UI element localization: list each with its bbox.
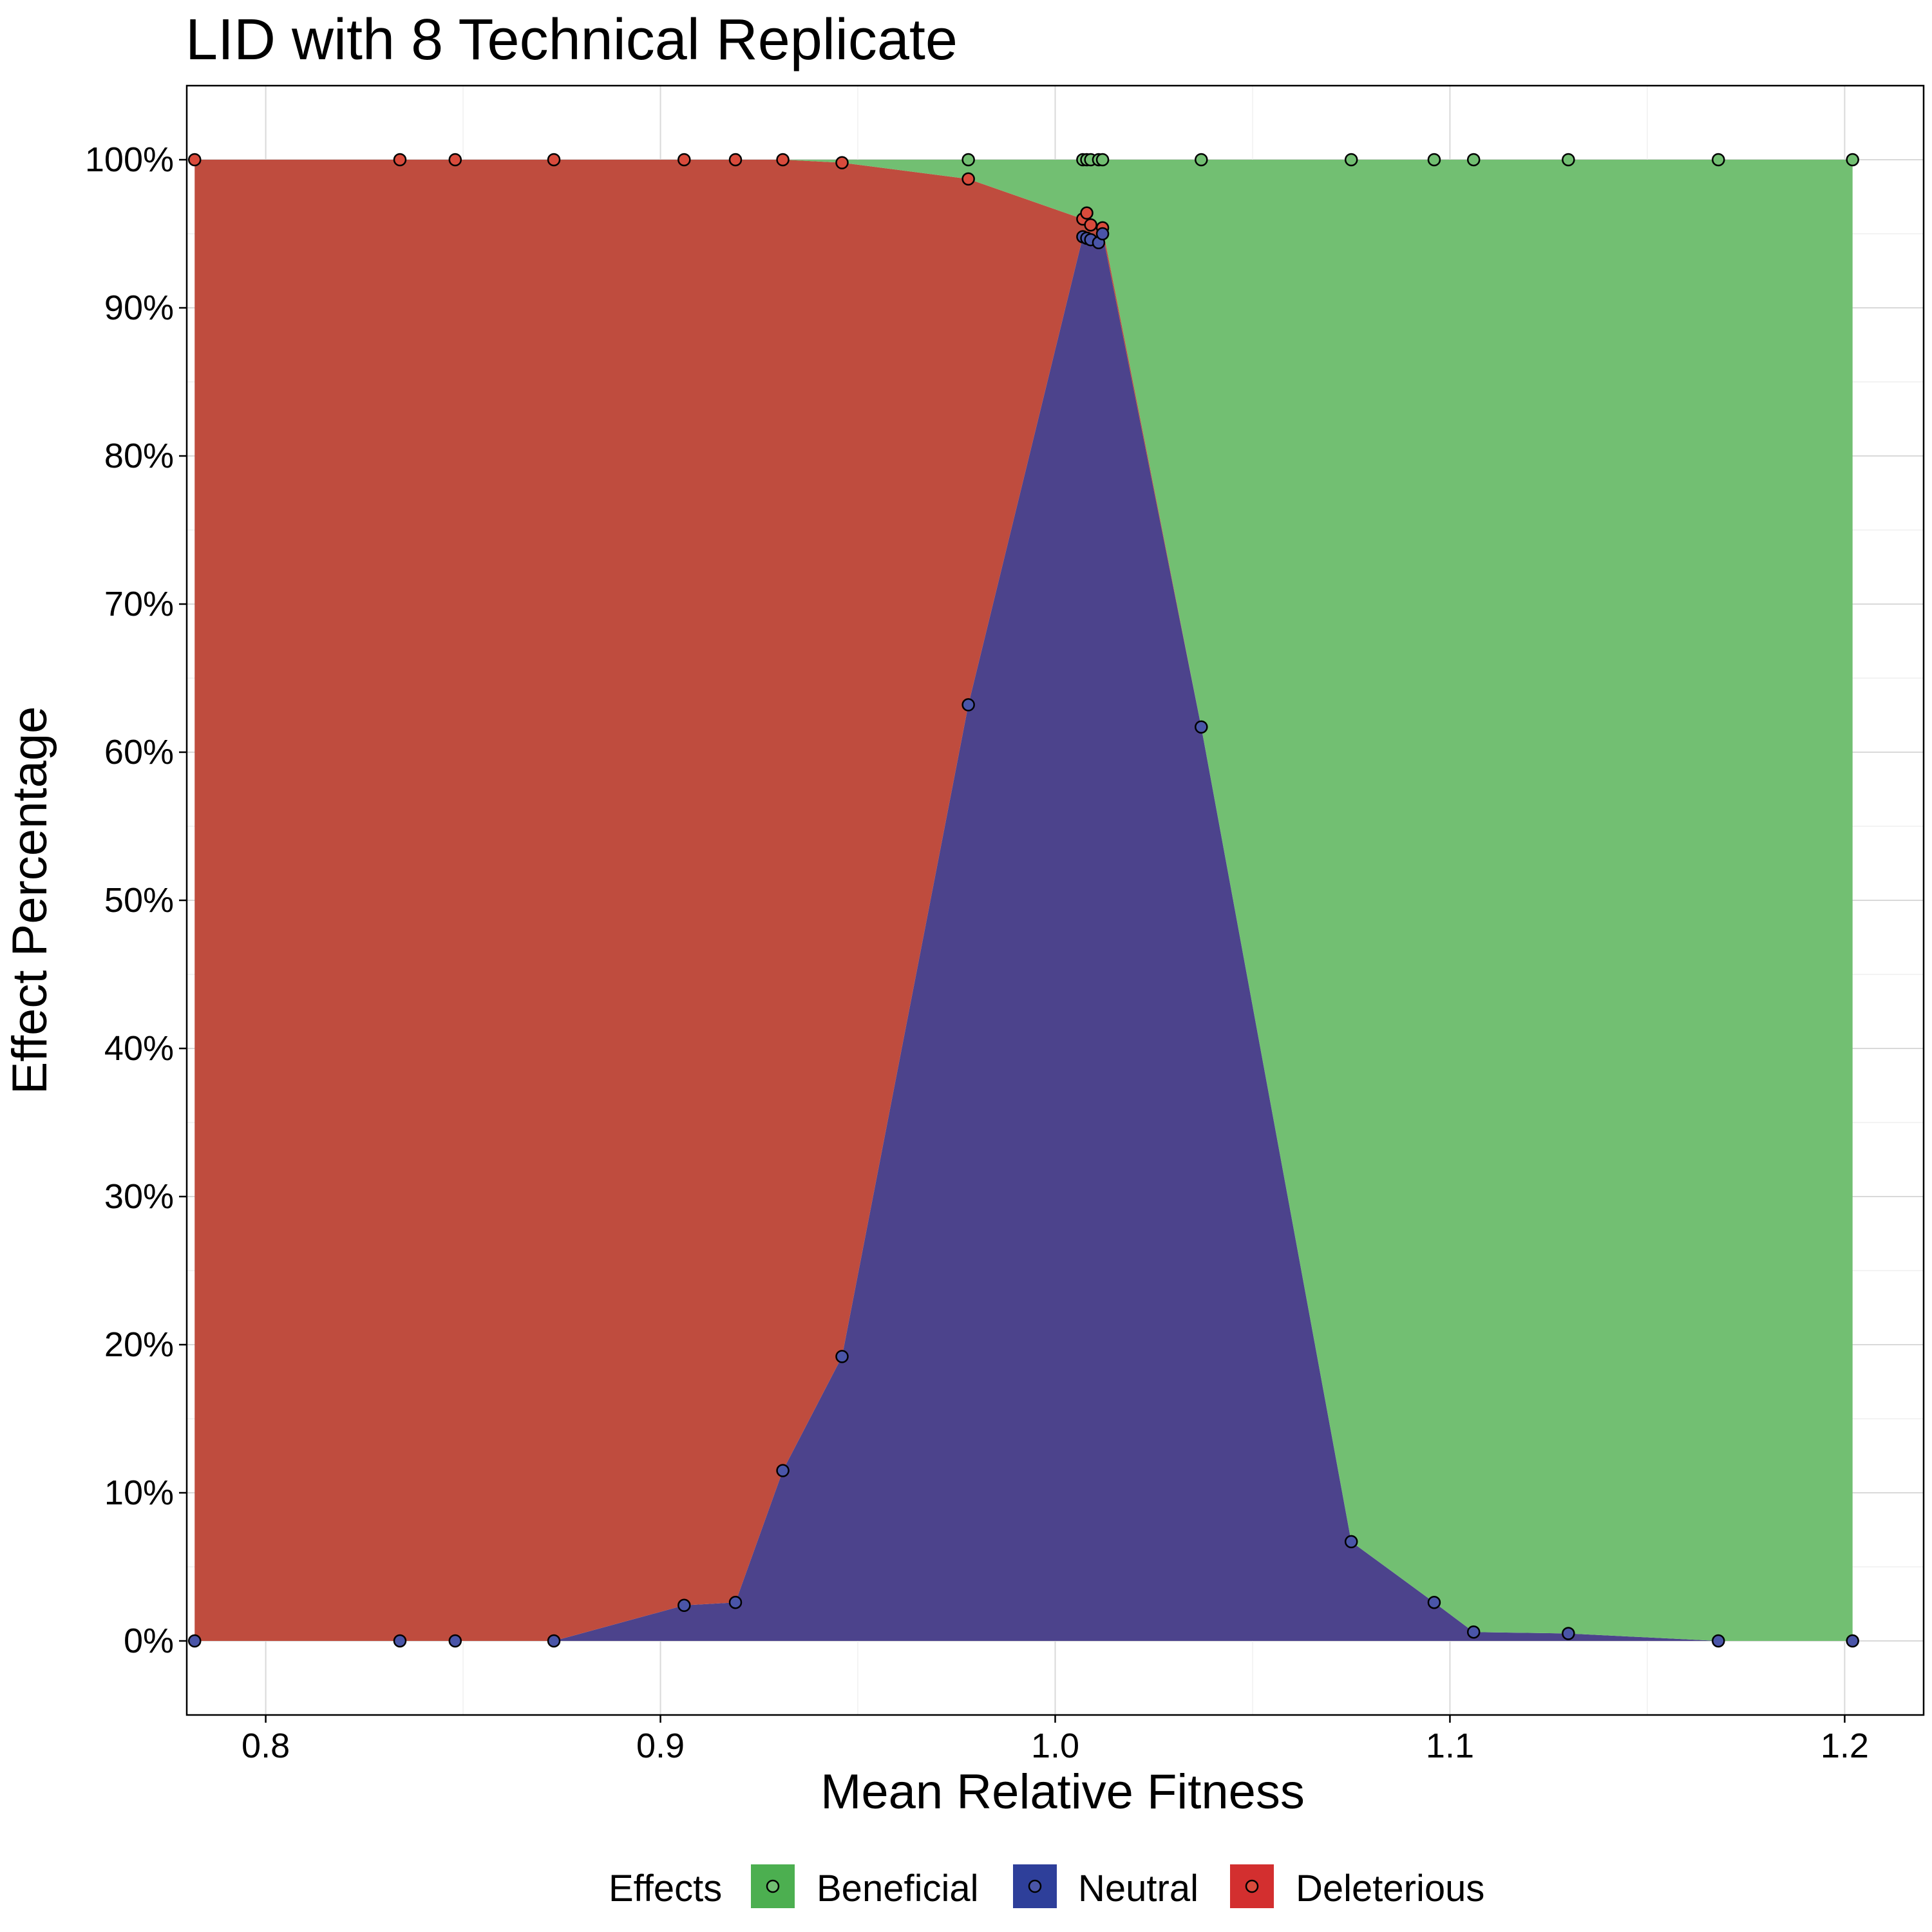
y-tick-label: 0% bbox=[124, 1622, 174, 1660]
y-tick-label: 60% bbox=[104, 733, 174, 772]
point-beneficial bbox=[1562, 153, 1575, 167]
x-axis-label: Mean Relative Fitness bbox=[820, 1765, 1305, 1819]
point-beneficial bbox=[1427, 153, 1441, 167]
legend-point-beneficial bbox=[766, 1879, 780, 1893]
y-tick-label: 40% bbox=[104, 1029, 174, 1068]
y-tick-label: 80% bbox=[104, 437, 174, 475]
area-beneficial bbox=[194, 160, 1853, 1641]
point-neutral bbox=[1095, 227, 1110, 241]
y-tick-label: 30% bbox=[104, 1177, 174, 1216]
point-neutral bbox=[728, 1595, 743, 1609]
area-deleterious bbox=[194, 160, 1853, 1641]
point-deleterious bbox=[448, 153, 462, 167]
point-deleterious bbox=[1080, 206, 1094, 220]
y-axis-label: Effect Percentage bbox=[3, 706, 57, 1095]
point-deleterious bbox=[393, 153, 407, 167]
y-tick-label: 20% bbox=[104, 1325, 174, 1364]
point-neutral bbox=[547, 1634, 561, 1648]
y-tick-label: 90% bbox=[104, 289, 174, 327]
point-beneficial bbox=[1344, 153, 1358, 167]
legend-point-neutral bbox=[1028, 1879, 1042, 1893]
legend: Effects Beneficial Neutral Deleterious bbox=[609, 1864, 1484, 1909]
point-deleterious bbox=[728, 153, 743, 167]
point-neutral bbox=[188, 1634, 202, 1648]
x-tick-label: 1.1 bbox=[1426, 1727, 1474, 1765]
y-tick-label: 10% bbox=[104, 1473, 174, 1512]
legend-item-beneficial: Beneficial bbox=[751, 1864, 978, 1909]
point-deleterious bbox=[961, 172, 975, 186]
point-neutral bbox=[1712, 1634, 1725, 1648]
point-beneficial bbox=[1712, 153, 1725, 167]
point-beneficial bbox=[1466, 153, 1481, 167]
data-points bbox=[188, 153, 1859, 1648]
point-deleterious bbox=[677, 153, 691, 167]
legend-label-deleterious: Deleterious bbox=[1296, 1868, 1484, 1909]
x-tick-label: 1.2 bbox=[1821, 1727, 1869, 1765]
point-neutral bbox=[1466, 1625, 1481, 1639]
point-neutral bbox=[1344, 1535, 1358, 1549]
legend-title: Effects bbox=[609, 1868, 722, 1909]
y-tick-label: 70% bbox=[104, 585, 174, 623]
x-tick-label: 0.9 bbox=[636, 1727, 685, 1765]
point-beneficial bbox=[961, 153, 975, 167]
point-neutral bbox=[393, 1634, 407, 1648]
point-neutral bbox=[1846, 1634, 1859, 1648]
legend-point-deleterious bbox=[1245, 1879, 1259, 1893]
x-tick-label: 0.8 bbox=[242, 1727, 290, 1765]
point-neutral bbox=[677, 1598, 691, 1613]
point-deleterious bbox=[776, 153, 790, 167]
y-tick-label: 50% bbox=[104, 881, 174, 920]
x-axis: 0.8 0.9 1.0 1.1 1.2 bbox=[242, 1715, 1869, 1765]
y-axis: 0% 10% 20% 30% 40% 50% 60% 70% 80% 90% 100% bbox=[85, 140, 187, 1660]
point-beneficial bbox=[1846, 153, 1859, 167]
area-neutral bbox=[194, 234, 1853, 1641]
point-neutral bbox=[1562, 1627, 1575, 1640]
point-deleterious bbox=[835, 156, 849, 169]
legend-label-neutral: Neutral bbox=[1078, 1868, 1198, 1909]
point-neutral bbox=[1427, 1595, 1441, 1609]
x-tick-label: 1.0 bbox=[1031, 1727, 1079, 1765]
point-neutral bbox=[776, 1464, 790, 1477]
point-deleterious bbox=[547, 153, 561, 167]
legend-label-beneficial: Beneficial bbox=[817, 1868, 978, 1909]
chart-title: LID with 8 Technical Replicate bbox=[185, 8, 958, 72]
point-beneficial bbox=[1195, 153, 1208, 167]
y-tick-label: 100% bbox=[85, 140, 174, 179]
point-beneficial bbox=[1095, 153, 1110, 167]
point-deleterious bbox=[1084, 218, 1097, 232]
point-neutral bbox=[1195, 720, 1208, 734]
point-neutral bbox=[835, 1350, 849, 1363]
legend-item-deleterious: Deleterious bbox=[1230, 1864, 1484, 1909]
point-neutral bbox=[448, 1634, 462, 1648]
stacked-areas bbox=[194, 160, 1853, 1641]
point-deleterious bbox=[188, 153, 202, 167]
point-neutral bbox=[961, 698, 975, 712]
legend-item-neutral: Neutral bbox=[1013, 1864, 1198, 1909]
